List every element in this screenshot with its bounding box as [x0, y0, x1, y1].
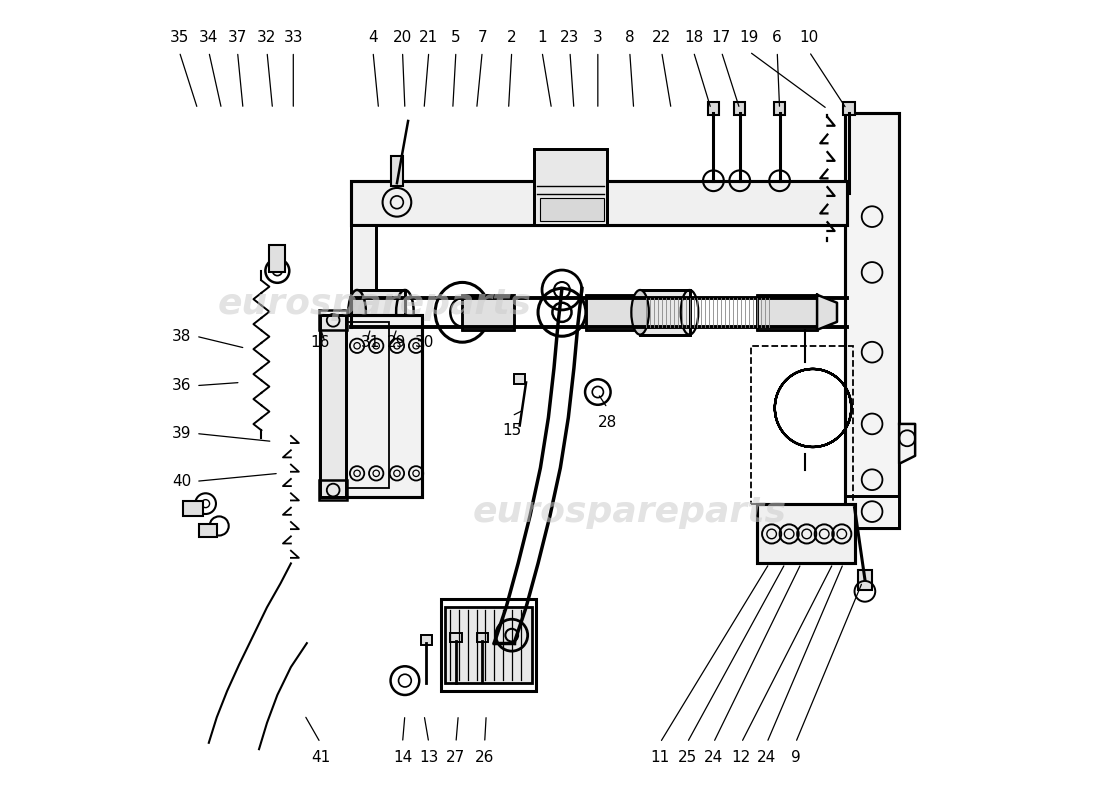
Text: 8: 8 — [625, 30, 635, 45]
Bar — [421, 635, 432, 645]
Bar — [845, 113, 899, 527]
Bar — [757, 504, 855, 563]
Text: 40: 40 — [172, 474, 191, 489]
Bar — [757, 504, 855, 563]
Bar — [640, 290, 690, 334]
Text: 13: 13 — [419, 750, 439, 765]
Bar — [462, 294, 514, 330]
Bar — [462, 294, 514, 330]
Text: 19: 19 — [739, 30, 759, 45]
Bar — [450, 633, 462, 642]
Text: 39: 39 — [172, 426, 191, 441]
Bar — [535, 149, 607, 225]
Bar — [734, 102, 746, 114]
Text: 21: 21 — [419, 30, 439, 45]
Polygon shape — [817, 294, 837, 330]
Bar — [476, 633, 487, 642]
Text: 37: 37 — [228, 30, 248, 45]
Text: eurospareparts: eurospareparts — [218, 287, 531, 322]
Bar — [184, 502, 204, 515]
Bar — [320, 315, 422, 498]
Text: 24: 24 — [704, 750, 723, 765]
Text: 4: 4 — [368, 30, 377, 45]
Text: 23: 23 — [560, 30, 580, 45]
Text: 9: 9 — [791, 750, 801, 765]
Text: eurospareparts: eurospareparts — [473, 494, 786, 529]
Text: 20: 20 — [393, 30, 412, 45]
Bar — [757, 294, 817, 330]
Text: 36: 36 — [172, 378, 191, 393]
Bar — [845, 496, 899, 527]
Text: 38: 38 — [172, 329, 191, 344]
Bar — [858, 570, 872, 590]
Text: 1: 1 — [537, 30, 547, 45]
Text: 34: 34 — [199, 30, 219, 45]
Text: 26: 26 — [475, 750, 494, 765]
Text: 14: 14 — [393, 750, 412, 765]
Bar — [540, 198, 604, 222]
Text: 27: 27 — [447, 750, 465, 765]
Text: 16: 16 — [310, 335, 330, 350]
Bar — [351, 225, 376, 384]
Text: 12: 12 — [732, 750, 751, 765]
Text: 28: 28 — [597, 415, 617, 430]
Bar — [751, 346, 852, 504]
Bar — [757, 294, 817, 330]
Bar — [270, 245, 285, 273]
Text: 32: 32 — [257, 30, 277, 45]
Ellipse shape — [349, 290, 366, 334]
Text: 15: 15 — [502, 422, 521, 438]
Text: 22: 22 — [652, 30, 671, 45]
Bar — [320, 315, 345, 498]
Bar — [844, 102, 855, 114]
Bar — [640, 290, 690, 334]
Bar — [319, 480, 346, 500]
Text: 35: 35 — [169, 30, 189, 45]
Text: 29: 29 — [387, 335, 407, 350]
Text: 6: 6 — [772, 30, 782, 45]
Bar — [586, 294, 640, 330]
Polygon shape — [899, 424, 915, 464]
Text: 17: 17 — [712, 30, 732, 45]
Bar — [358, 290, 405, 334]
Bar — [390, 156, 404, 186]
Text: 11: 11 — [650, 750, 670, 765]
Bar — [514, 374, 526, 384]
Bar — [358, 290, 405, 334]
Bar — [320, 315, 422, 498]
Bar — [351, 225, 376, 384]
Bar — [586, 294, 640, 330]
Bar — [351, 181, 847, 225]
Bar — [351, 181, 847, 225]
Text: 18: 18 — [684, 30, 703, 45]
Text: 30: 30 — [415, 335, 433, 350]
Text: 7: 7 — [477, 30, 487, 45]
Text: 3: 3 — [593, 30, 603, 45]
Ellipse shape — [631, 290, 649, 334]
Bar — [327, 322, 389, 488]
Bar — [444, 607, 532, 683]
Text: 5: 5 — [451, 30, 461, 45]
Bar — [535, 149, 607, 225]
Text: 10: 10 — [800, 30, 818, 45]
Bar — [845, 496, 899, 527]
Text: 41: 41 — [311, 750, 330, 765]
Text: 24: 24 — [757, 750, 777, 765]
Bar — [708, 102, 719, 114]
Bar — [441, 599, 537, 691]
Text: 31: 31 — [361, 335, 381, 350]
Bar — [774, 102, 785, 114]
Bar — [845, 113, 899, 527]
Text: 33: 33 — [284, 30, 302, 45]
Bar — [320, 315, 345, 498]
Bar — [319, 310, 346, 330]
Text: 25: 25 — [678, 750, 696, 765]
Text: 2: 2 — [507, 30, 517, 45]
Bar — [199, 524, 217, 537]
